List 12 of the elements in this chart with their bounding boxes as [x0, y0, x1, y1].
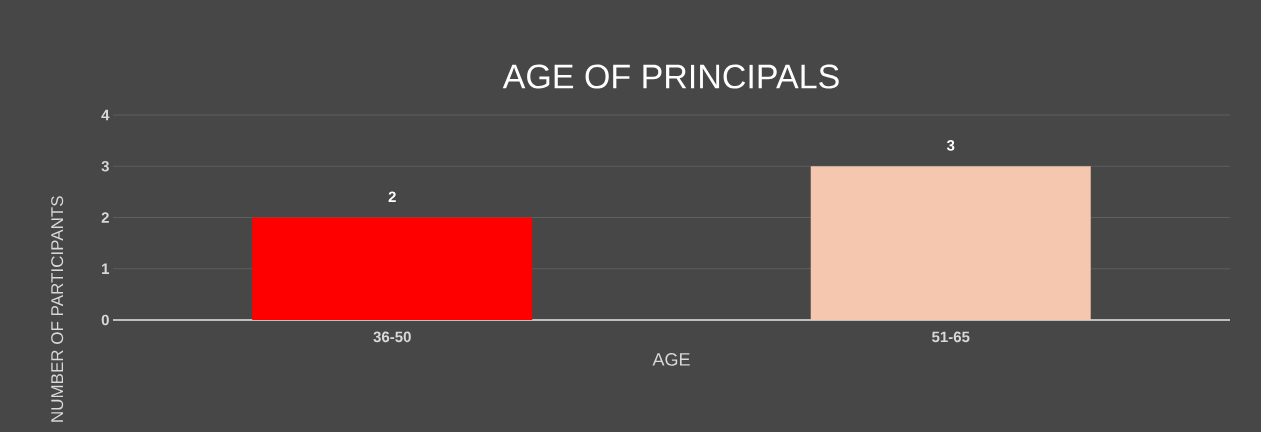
chart-title: AGE OF PRINCIPALS — [502, 64, 839, 89]
x-axis-title: AGE — [652, 353, 690, 366]
y-axis-title: NUMBER OF PARTICIPANTS — [51, 196, 64, 422]
y-tick-label: 0 — [101, 314, 109, 326]
data-label: 3 — [946, 140, 955, 151]
x-tick-label: 51-65 — [932, 331, 970, 343]
y-tick-label: 3 — [101, 160, 109, 172]
x-tick-label: 36-50 — [373, 331, 411, 343]
y-tick-label: 1 — [102, 263, 110, 274]
y-tick-label: 4 — [101, 109, 110, 121]
y-tick-label: 2 — [101, 212, 109, 223]
data-label: 2 — [388, 191, 396, 202]
